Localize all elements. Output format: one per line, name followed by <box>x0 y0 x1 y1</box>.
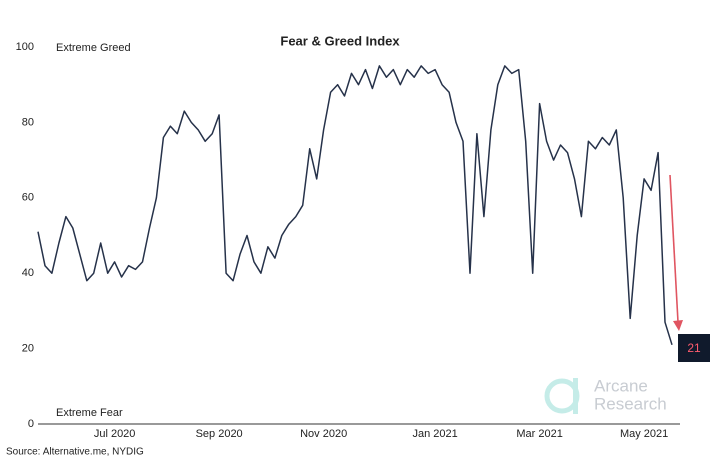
arrow <box>669 174 679 323</box>
end-label-box <box>678 334 710 362</box>
logo-ring <box>544 378 580 414</box>
watermark-text: Arcane <box>594 376 648 395</box>
y-tick-label: 40 <box>22 267 34 279</box>
source: Source: Alternative.me, NYDIG <box>6 447 144 458</box>
annotation: Extreme Greed <box>56 42 131 54</box>
y-tick-label: 60 <box>22 192 34 204</box>
chart-title: Fear & Greed Index <box>280 33 400 48</box>
y-tick-label: 20 <box>22 343 34 355</box>
x-tick-label: Mar 2021 <box>516 428 562 440</box>
x-tick-label: May 2021 <box>620 428 668 440</box>
annotation: Extreme Fear <box>56 407 123 419</box>
logo-bar <box>573 378 578 414</box>
watermark-logo <box>544 378 580 414</box>
end-label: 21 <box>687 341 701 355</box>
x-tick-label: Sep 2020 <box>196 428 243 440</box>
watermark-text: Research <box>594 394 667 413</box>
x-tick-label: Nov 2020 <box>300 428 347 440</box>
x-tick-label: Jul 2020 <box>94 428 136 440</box>
x-tick-label: Jan 2021 <box>412 428 457 440</box>
arrow-head <box>673 320 683 331</box>
line <box>37 65 673 346</box>
y-tick-label: 0 <box>28 418 34 430</box>
y-tick-label: 80 <box>22 116 34 128</box>
y-tick-label: 100 <box>16 41 34 53</box>
